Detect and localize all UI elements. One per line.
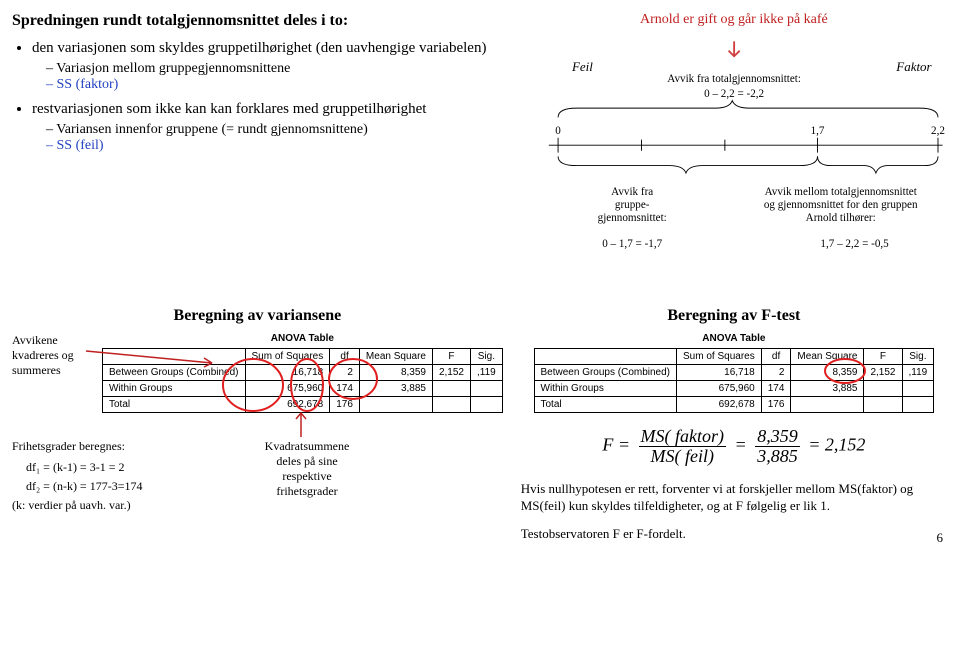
ellipse-df-icon: [288, 355, 326, 415]
panel-variances: Beregning av variansene Avvikene kvadrer…: [12, 307, 503, 542]
kv1: Kvadratsummene: [242, 439, 372, 454]
label-left-val: 0 – 1,7 = -1,7: [602, 238, 662, 250]
bullet-group-variation-text: den variasjonen som skyldes gruppetilhør…: [32, 40, 486, 56]
kv4: frihetsgrader: [242, 484, 372, 499]
pointer-arrow-icon: [84, 337, 224, 373]
axis-label-0: 0: [555, 125, 561, 137]
table-row: Within Groups 675,960 174 3,885: [534, 380, 934, 396]
label-right-3: Arnold tilhører:: [805, 212, 875, 224]
f-den2: 3,885: [755, 447, 800, 466]
ellipse-ss-icon: [220, 355, 286, 415]
f-num1: MS( faktor): [639, 427, 726, 447]
panel-variance-split: Spredningen rundt totalgjennomsnittet de…: [12, 12, 503, 279]
bullet-group-variation: den variasjonen som skyldes gruppetilhør…: [32, 40, 503, 93]
label-total-dev: Avvik fra totalgjennomsnittet:: [667, 73, 801, 85]
title-f-test: Beregning av F-test: [521, 307, 947, 325]
anova-table-2: Sum of Squares df Mean Square F Sig. Bet…: [534, 348, 935, 413]
label-total-dev-val: 0 – 2,2 = -2,2: [704, 88, 764, 100]
df2: df₂ = (n-k) = 177-3=174: [26, 479, 212, 494]
panel-f-test: Beregning av F-test ANOVA Table Sum of S…: [521, 307, 947, 542]
f-lhs: F: [602, 434, 613, 454]
ellipse-ms-icon: [326, 355, 380, 403]
df-block: Frihetsgrader beregnes: df₁ = (k-1) = 3-…: [12, 439, 212, 513]
pointer-up-icon: [286, 409, 316, 439]
anova-title-2: ANOVA Table: [534, 333, 935, 344]
col2-sig: Sig.: [902, 348, 934, 364]
kv2: deles på sine: [242, 454, 372, 469]
ms-block: Kvadratsummene deles på sine respektive …: [242, 439, 372, 513]
brace-right-icon: [817, 156, 937, 173]
bullet-residual-variation-text: restvariasjonen som ikke kan kan forklar…: [32, 101, 426, 117]
label-right-1: Avvik mellom totalgjennomsnittet: [764, 186, 917, 198]
f-den1: MS( feil): [639, 447, 726, 466]
dash-ss-error: SS (feil): [46, 138, 503, 154]
label-left-1: Avvik fra: [611, 186, 653, 198]
col-sig: Sig.: [471, 348, 503, 364]
col2-ss: Sum of Squares: [677, 348, 762, 364]
label-left-2: gruppe-: [615, 199, 650, 211]
heading-arnold: Arnold er gift og går ikke på kafé: [521, 12, 947, 28]
ellipse-f-icon: [823, 357, 867, 385]
df1: df₁ = (k-1) = 3-1 = 2: [26, 460, 212, 475]
panel-arnold-diagram: Arnold er gift og går ikke på kafé Feil …: [521, 12, 947, 279]
table-row: Between Groups (Combined) 16,718 2 8,359…: [534, 364, 934, 380]
bullet-residual-variation: restvariasjonen som ikke kan kan forklar…: [32, 101, 503, 154]
page-number: 6: [937, 530, 944, 546]
label-right-2: og gjennomsnittet for den gruppen: [764, 199, 918, 211]
axis-label-17: 1,7: [810, 125, 824, 137]
df-title: Frihetsgrader beregnes:: [12, 439, 212, 454]
title-variance-split: Spredningen rundt totalgjennomsnittet de…: [12, 12, 503, 30]
df-note: (k: verdier på uavh. var.): [12, 498, 212, 513]
col2-f: F: [864, 348, 902, 364]
table-row: Total 692,678 176: [534, 396, 934, 412]
dash-ss-error-desc: Variansen innenfor gruppene (= rundt gje…: [46, 122, 503, 138]
col2-df: df: [761, 348, 791, 364]
col-f: F: [432, 348, 470, 364]
f-num2: 8,359: [755, 427, 800, 447]
dash-ss-factor: SS (faktor): [46, 77, 503, 93]
brace-top-icon: [558, 101, 938, 118]
title-variances: Beregning av variansene: [12, 307, 503, 325]
brace-left-icon: [558, 156, 817, 173]
note-null-hypothesis: Hvis nullhypotesen er rett, forventer vi…: [521, 480, 947, 515]
axis-label-22: 2,2: [931, 125, 945, 137]
dash-ss-factor-desc: Variasjon mellom gruppegjennomsnittene: [46, 61, 503, 77]
arrow-down-icon: [728, 41, 739, 56]
kv3: respektive: [242, 469, 372, 484]
label-feil: Feil: [571, 59, 593, 74]
label-left-3: gjennomsnittet:: [597, 212, 666, 224]
deviation-diagram: Feil Faktor Avvik fra totalgjennomsnitte…: [521, 34, 947, 275]
label-faktor: Faktor: [895, 59, 932, 74]
label-right-val: 1,7 – 2,2 = -0,5: [820, 238, 889, 250]
f-result: 2,152: [825, 434, 866, 454]
note-f-distributed: Testobservatoren F er F-fordelt.: [521, 525, 947, 543]
f-formula: F = MS( faktor) MS( feil) = 8,359 3,885 …: [521, 427, 947, 466]
label-squared-summed: Avvikene kvadreres og summeres: [12, 333, 92, 378]
